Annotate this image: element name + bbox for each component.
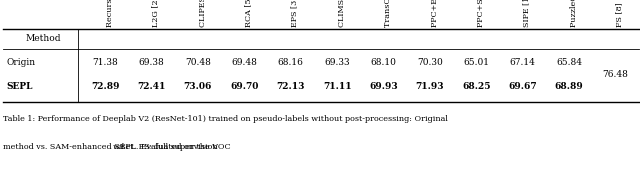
Text: 69.70: 69.70: [230, 82, 259, 91]
Text: 68.89: 68.89: [555, 82, 584, 91]
Text: CLIPES [37]: CLIPES [37]: [198, 0, 206, 27]
Text: Table 1: Performance of Deeplab V2 (ResNet-101) trained on pseudo-labels without: Table 1: Performance of Deeplab V2 (ResN…: [3, 115, 448, 123]
Text: 71.11: 71.11: [323, 82, 351, 91]
Text: 68.25: 68.25: [462, 82, 491, 91]
Text: set. FS: full supervision: set. FS: full supervision: [119, 143, 218, 151]
Text: 69.93: 69.93: [369, 82, 398, 91]
Text: 65.84: 65.84: [556, 58, 582, 67]
Text: 72.89: 72.89: [91, 82, 120, 91]
Text: Recurseed [21]: Recurseed [21]: [105, 0, 113, 27]
Text: 71.38: 71.38: [92, 58, 118, 67]
Text: val: val: [113, 143, 124, 151]
Text: 72.41: 72.41: [138, 82, 166, 91]
Text: 65.01: 65.01: [463, 58, 490, 67]
Text: FS [8]: FS [8]: [616, 2, 623, 27]
Text: 69.38: 69.38: [139, 58, 164, 67]
Text: 69.48: 69.48: [232, 58, 257, 67]
Text: 67.14: 67.14: [510, 58, 536, 67]
Text: RCA [58]: RCA [58]: [244, 0, 252, 27]
Text: 68.10: 68.10: [371, 58, 396, 67]
Text: Method: Method: [26, 34, 61, 43]
Text: 68.16: 68.16: [278, 58, 303, 67]
Text: PuzzleCAM [22]: PuzzleCAM [22]: [569, 0, 577, 27]
Text: 72.13: 72.13: [276, 82, 305, 91]
Text: 71.93: 71.93: [415, 82, 444, 91]
Text: 70.30: 70.30: [417, 58, 443, 67]
Text: 73.06: 73.06: [184, 82, 212, 91]
Text: 76.48: 76.48: [603, 70, 628, 79]
Text: 70.48: 70.48: [185, 58, 211, 67]
Text: EPS [31]: EPS [31]: [291, 0, 299, 27]
Text: 69.33: 69.33: [324, 58, 350, 67]
Text: SIPE [11]: SIPE [11]: [523, 0, 531, 27]
Text: TransCAM [33]: TransCAM [33]: [383, 0, 392, 27]
Text: SEPL: SEPL: [6, 82, 33, 91]
Text: PPC+EPS [14]: PPC+EPS [14]: [430, 0, 438, 27]
Text: CLIMS [50]: CLIMS [50]: [337, 0, 345, 27]
Text: PPC+SEAM [14]: PPC+SEAM [14]: [476, 0, 484, 27]
Text: Origin: Origin: [6, 58, 36, 67]
Text: 69.67: 69.67: [508, 82, 537, 91]
Text: method vs. SAM-enhanced SEPL. Evaluated on the VOC: method vs. SAM-enhanced SEPL. Evaluated …: [3, 143, 234, 151]
Text: L2G [20]: L2G [20]: [152, 0, 159, 27]
